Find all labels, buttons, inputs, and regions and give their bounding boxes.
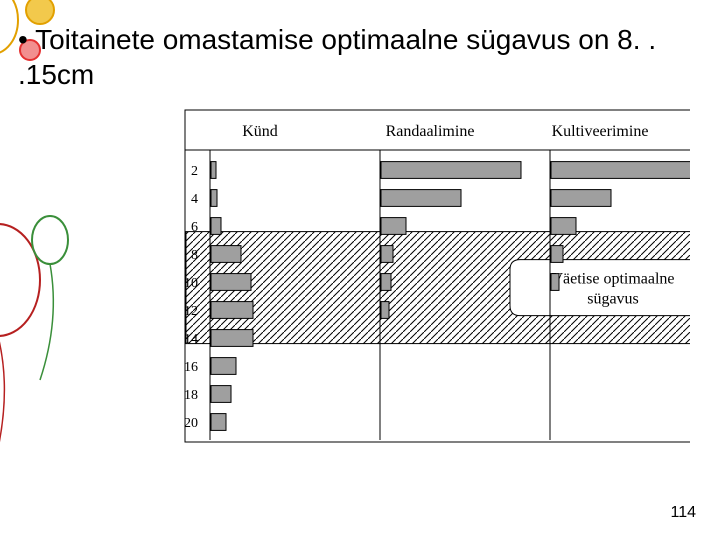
svg-text:10: 10 [184, 276, 198, 291]
svg-text:6: 6 [191, 220, 198, 235]
svg-text:4: 4 [191, 192, 198, 207]
page-number: 114 [670, 504, 696, 522]
svg-text:2: 2 [191, 164, 198, 179]
svg-text:Randaalimine: Randaalimine [386, 123, 475, 140]
svg-text:14: 14 [184, 332, 198, 347]
svg-text:Kultiveerimine: Kultiveerimine [552, 123, 649, 140]
bullet-text: • Toitainete omastamise optimaalne sügav… [18, 22, 698, 92]
svg-text:sügavus: sügavus [587, 291, 639, 308]
svg-text:20: 20 [184, 416, 198, 431]
svg-text:Väetise optimaalne: Väetise optimaalne [551, 271, 674, 288]
svg-text:16: 16 [184, 360, 198, 375]
svg-text:18: 18 [184, 388, 198, 403]
svg-text:8: 8 [191, 248, 198, 263]
svg-text:Künd: Künd [242, 123, 278, 140]
svg-text:12: 12 [184, 304, 198, 319]
depth-chart: Väetise optimaalne sügavus Künd Randaalimin… [130, 108, 690, 508]
